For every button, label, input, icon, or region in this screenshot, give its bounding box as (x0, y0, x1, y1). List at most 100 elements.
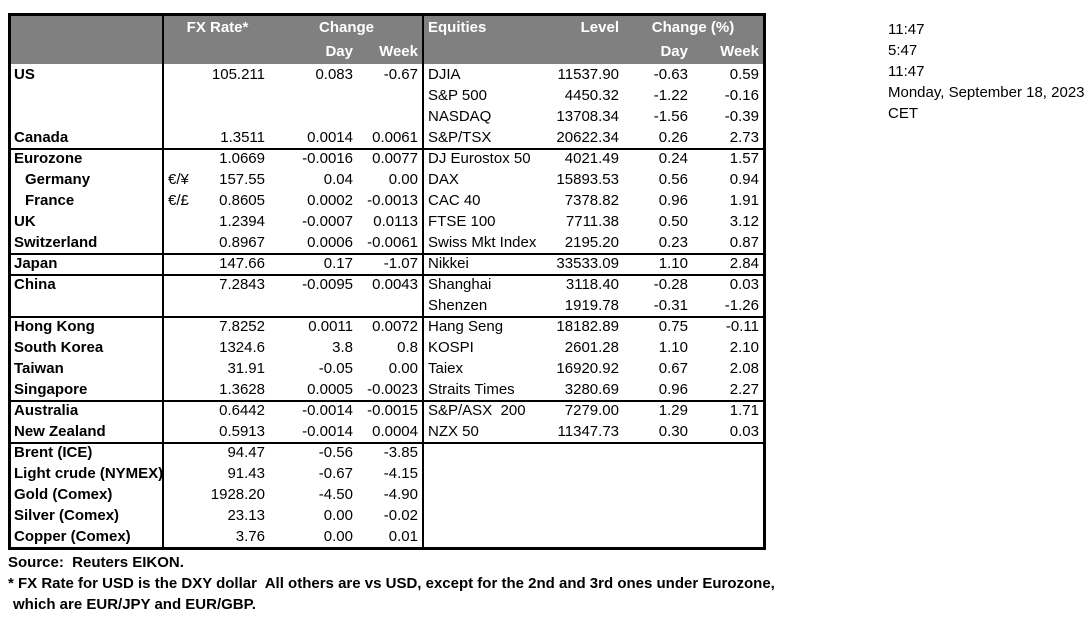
equities-change-header: Change (%) (651, 19, 735, 36)
fx-week-change: 0.00 (359, 169, 424, 190)
currency-pair (164, 85, 201, 106)
table-row: S&P 500 4450.32 -1.22 -0.16 (11, 85, 763, 106)
currency-pair (164, 148, 201, 169)
table-row: Silver (Comex) 23.13 0.00 -0.02 (11, 505, 763, 526)
equity-level: 11537.90 (557, 66, 619, 83)
currency-pair (164, 253, 201, 274)
fx-day-change (271, 85, 359, 106)
fx-week-change: 0.0043 (359, 274, 424, 295)
fx-rate-value: 157.55 (219, 171, 265, 188)
equity-name: KOSPI (428, 339, 474, 356)
equity-week-change (692, 463, 763, 484)
equity-day-change: 0.75 (658, 318, 688, 335)
fx-week-change: 0.0113 (359, 211, 424, 232)
fx-change-header: Change (271, 16, 424, 40)
table-row: Light crude (NYMEX) 91.43 -0.67 -4.15 (11, 463, 763, 484)
equity-name: FTSE 100 (428, 213, 496, 230)
equity-day-change: 0.96 (658, 192, 688, 209)
equity-week-change: 2.73 (729, 129, 759, 146)
currency-pair (164, 127, 201, 148)
equities-header: Equities (428, 19, 487, 36)
country-label: Silver (Comex) (11, 505, 164, 526)
equity-name (424, 484, 546, 505)
equity-level: 15893.53 (556, 171, 619, 188)
equity-name (424, 526, 546, 547)
equity-day-change (623, 505, 692, 526)
currency-pair (164, 484, 201, 505)
equity-name: DJ Eurostox 50 (428, 150, 531, 167)
fx-day-change: 0.0005 (307, 381, 353, 398)
fx-day-change: 0.0011 (308, 318, 353, 335)
equity-day-change: -1.56 (653, 108, 688, 125)
equity-day-change: -1.22 (653, 87, 688, 104)
equity-name: CAC 40 (428, 192, 481, 209)
country-label: UK (11, 211, 164, 232)
equity-level: 7378.82 (564, 192, 619, 209)
fx-week-change: 0.0061 (359, 127, 424, 148)
equity-week-change: -0.11 (725, 318, 759, 335)
fx-week-change: 0.0072 (359, 316, 424, 337)
fx-rate-value: 1.2394 (219, 213, 265, 230)
equity-level (546, 505, 623, 526)
fx-day-header: Day (325, 43, 353, 60)
equity-day-change: -0.28 (653, 276, 688, 293)
currency-pair (164, 211, 201, 232)
country-label: Copper (Comex) (11, 526, 164, 547)
fx-rate-value (201, 85, 271, 106)
equity-week-change (692, 484, 763, 505)
table-row: Shenzen 1919.78 -0.31 -1.26 (11, 295, 763, 316)
equity-week-change: 0.03 (729, 276, 759, 293)
country-label: Germany (11, 169, 164, 190)
currency-pair (164, 337, 201, 358)
fx-rate-value: 0.5913 (219, 423, 265, 440)
table-header-row-1: FX Rate* Change Equities Level Change (%… (11, 16, 763, 40)
fx-rate-value: 91.43 (227, 465, 265, 482)
equity-day-change: 0.50 (658, 213, 688, 230)
country-label (11, 106, 164, 127)
table-row: Hong Kong 7.8252 0.0011 0.0072 Hang Seng… (11, 316, 763, 337)
equity-week-change: 1.57 (729, 150, 759, 167)
fx-rate-value: 1324.6 (219, 339, 265, 356)
country-label (11, 85, 164, 106)
equity-week-change: -0.16 (724, 87, 759, 104)
equity-day-change (623, 442, 692, 463)
table-row: Taiwan 31.91 -0.05 0.00 Taiex 16920.92 0… (11, 358, 763, 379)
fx-week-change: -4.15 (359, 463, 424, 484)
fx-week-change: -0.0015 (359, 400, 424, 421)
fx-rate-value: 7.8252 (219, 318, 265, 335)
fx-rate-value: 23.13 (227, 507, 265, 524)
equity-name (424, 505, 546, 526)
table-row: NASDAQ 13708.34 -1.56 -0.39 (11, 106, 763, 127)
equity-level: 13708.34 (556, 108, 619, 125)
timestamp-line: CET (888, 105, 918, 122)
equity-level (546, 484, 623, 505)
country-label: Eurozone (11, 148, 164, 169)
fx-week-change: 0.00 (359, 358, 424, 379)
table-row: Australia 0.6442 -0.0014 -0.0015 S&P/ASX… (11, 400, 763, 421)
equity-day-change: 0.30 (658, 423, 688, 440)
fx-day-change: -0.0095 (302, 276, 353, 293)
equity-week-change: 2.27 (729, 381, 759, 398)
table-body: US 105.211 0.083 -0.67 DJIA 11537.90 -0.… (11, 64, 763, 547)
equity-week-change (692, 505, 763, 526)
country-label: Australia (11, 400, 164, 421)
currency-pair (164, 232, 201, 253)
fx-week-header: Week (359, 40, 424, 64)
fx-rate-value: 0.8605 (219, 192, 265, 209)
timestamp-block: 11:47 5:47 11:47 Monday, September 18, 2… (888, 19, 1085, 124)
fx-day-change: 0.0002 (307, 192, 353, 209)
corner-blank-cell (11, 16, 164, 40)
table-row: Brent (ICE) 94.47 -0.56 -3.85 (11, 442, 763, 463)
currency-pair (164, 274, 201, 295)
fx-day-change: -0.0007 (302, 213, 353, 230)
fx-rate-value: 1.0669 (219, 150, 265, 167)
fx-day-change: 0.04 (323, 171, 353, 188)
fx-day-change: 0.0014 (307, 129, 353, 146)
equity-level (546, 442, 623, 463)
currency-pair (164, 526, 201, 547)
equity-name: Hang Seng (428, 318, 504, 335)
fx-day-change: -0.05 (318, 360, 353, 377)
fx-day-change: 0.17 (323, 255, 353, 272)
fx-week-change: -3.85 (359, 442, 424, 463)
